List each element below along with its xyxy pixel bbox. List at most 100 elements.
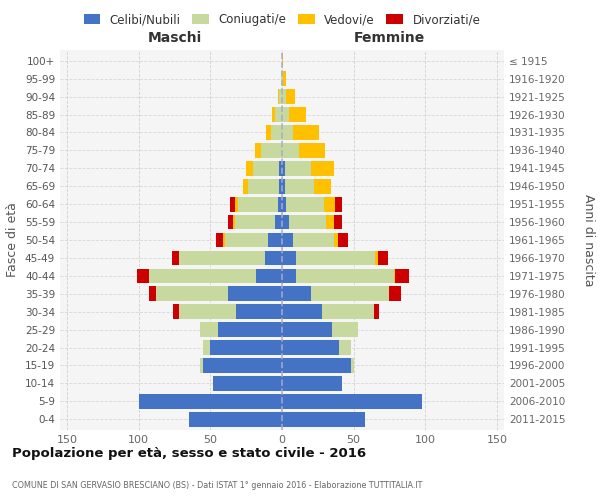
- Bar: [289, 214, 326, 230]
- Bar: [223, 232, 225, 248]
- Bar: [246, 161, 253, 176]
- Bar: [282, 286, 311, 301]
- Bar: [216, 232, 223, 248]
- Bar: [289, 107, 307, 122]
- Bar: [282, 376, 342, 390]
- Text: Maschi: Maschi: [148, 30, 202, 44]
- Bar: [203, 340, 211, 355]
- Bar: [286, 90, 295, 104]
- Bar: [282, 197, 286, 212]
- Bar: [173, 304, 179, 319]
- Bar: [296, 268, 394, 283]
- Bar: [233, 214, 235, 230]
- Bar: [156, 286, 227, 301]
- Bar: [278, 197, 282, 212]
- Bar: [227, 214, 233, 230]
- Bar: [200, 358, 203, 373]
- Bar: [275, 107, 282, 122]
- Bar: [139, 394, 282, 408]
- Bar: [282, 322, 332, 337]
- Bar: [279, 179, 282, 194]
- Bar: [375, 250, 378, 266]
- Bar: [225, 232, 268, 248]
- Bar: [248, 179, 279, 194]
- Bar: [137, 268, 149, 283]
- Bar: [236, 304, 282, 319]
- Bar: [282, 54, 283, 68]
- Bar: [172, 250, 179, 266]
- Bar: [279, 161, 282, 176]
- Legend: Celibi/Nubili, Coniugati/e, Vedovi/e, Divorziati/e: Celibi/Nubili, Coniugati/e, Vedovi/e, Di…: [79, 8, 485, 31]
- Bar: [335, 197, 342, 212]
- Bar: [238, 197, 278, 212]
- Bar: [260, 143, 282, 158]
- Bar: [268, 232, 282, 248]
- Bar: [282, 72, 283, 86]
- Bar: [279, 90, 282, 104]
- Bar: [281, 72, 282, 86]
- Bar: [282, 394, 422, 408]
- Bar: [213, 376, 282, 390]
- Bar: [255, 143, 260, 158]
- Bar: [244, 179, 248, 194]
- Bar: [256, 268, 282, 283]
- Bar: [332, 322, 358, 337]
- Bar: [293, 232, 334, 248]
- Bar: [282, 107, 289, 122]
- Bar: [338, 232, 348, 248]
- Y-axis label: Anni di nascita: Anni di nascita: [582, 194, 595, 286]
- Bar: [227, 286, 282, 301]
- Bar: [282, 143, 299, 158]
- Bar: [253, 161, 279, 176]
- Bar: [149, 268, 256, 283]
- Bar: [282, 125, 293, 140]
- Bar: [285, 161, 311, 176]
- Bar: [323, 197, 335, 212]
- Bar: [296, 250, 375, 266]
- Bar: [374, 304, 379, 319]
- Text: COMUNE DI SAN GERVASIO BRESCIANO (BS) - Dati ISTAT 1° gennaio 2016 - Elaborazion: COMUNE DI SAN GERVASIO BRESCIANO (BS) - …: [12, 480, 422, 490]
- Bar: [265, 250, 282, 266]
- Bar: [282, 214, 289, 230]
- Bar: [286, 197, 323, 212]
- Bar: [189, 412, 282, 426]
- Bar: [311, 286, 389, 301]
- Bar: [271, 125, 282, 140]
- Text: Popolazione per età, sesso e stato civile - 2016: Popolazione per età, sesso e stato civil…: [12, 448, 366, 460]
- Bar: [282, 358, 351, 373]
- Bar: [285, 179, 314, 194]
- Y-axis label: Fasce di età: Fasce di età: [7, 202, 19, 278]
- Bar: [389, 286, 401, 301]
- Bar: [283, 72, 286, 86]
- Bar: [272, 107, 275, 122]
- Bar: [266, 125, 271, 140]
- Bar: [218, 322, 282, 337]
- Bar: [282, 232, 293, 248]
- Bar: [230, 197, 235, 212]
- Bar: [299, 143, 325, 158]
- Bar: [235, 214, 275, 230]
- Bar: [326, 214, 334, 230]
- Bar: [282, 250, 296, 266]
- Bar: [203, 358, 282, 373]
- Bar: [351, 358, 353, 373]
- Bar: [378, 250, 388, 266]
- Bar: [322, 304, 374, 319]
- Bar: [282, 412, 365, 426]
- Bar: [282, 161, 285, 176]
- Bar: [334, 232, 338, 248]
- Bar: [275, 214, 282, 230]
- Bar: [394, 268, 395, 283]
- Bar: [282, 268, 296, 283]
- Bar: [339, 340, 351, 355]
- Bar: [282, 304, 322, 319]
- Bar: [282, 340, 339, 355]
- Bar: [395, 268, 409, 283]
- Bar: [179, 250, 265, 266]
- Text: Femmine: Femmine: [354, 30, 425, 44]
- Bar: [149, 286, 156, 301]
- Bar: [314, 179, 331, 194]
- Bar: [334, 214, 342, 230]
- Bar: [235, 197, 238, 212]
- Bar: [211, 340, 282, 355]
